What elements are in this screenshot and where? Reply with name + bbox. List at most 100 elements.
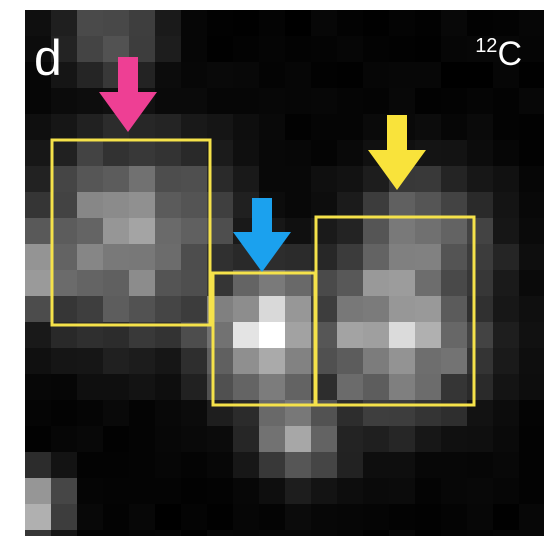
pixel [51,452,77,478]
pixel [519,426,544,452]
pixel [519,218,544,244]
pixel [285,88,311,114]
pixel [363,322,389,348]
pixel [389,478,415,504]
pixel [493,140,519,166]
pixel [493,426,519,452]
pixel [337,62,363,88]
pixel [519,140,544,166]
pixel [441,348,467,374]
pixel [493,348,519,374]
pixel [415,36,441,62]
pixel [389,36,415,62]
pixel [103,348,129,374]
pixel [25,296,51,322]
pixel [311,166,337,192]
isotope-element: C [497,35,522,73]
pixel [337,452,363,478]
pixel [415,452,441,478]
pixel [181,192,207,218]
pixel [493,296,519,322]
pixel [441,296,467,322]
pixel [181,400,207,426]
pixel [363,88,389,114]
pixel [207,114,233,140]
pixel [77,218,103,244]
pixel [103,530,129,536]
pixel [285,452,311,478]
pixel [155,400,181,426]
pixel [155,62,181,88]
pixel [233,348,259,374]
figure-panel: d 12C [0,0,544,536]
pixel [493,400,519,426]
pixel [77,374,103,400]
pixel [181,166,207,192]
pixel [103,426,129,452]
pixel [311,36,337,62]
isotope-mass: 12 [475,35,497,57]
pixel [493,192,519,218]
pixel [519,114,544,140]
pixel [441,140,467,166]
pixel [389,322,415,348]
pixel [103,192,129,218]
pixel [285,348,311,374]
pixel [77,478,103,504]
pixel [77,270,103,296]
pixel [363,36,389,62]
pixel [77,62,103,88]
pixel [259,530,285,536]
pixel [311,192,337,218]
pixel [467,166,493,192]
pixel [233,140,259,166]
pixel [51,114,77,140]
pixel [363,374,389,400]
pixel [415,374,441,400]
pixel [155,504,181,530]
pixel [519,452,544,478]
pixel [103,10,129,36]
pixel [285,296,311,322]
pixel [493,504,519,530]
pixel [441,166,467,192]
pixel [207,374,233,400]
pixel [181,374,207,400]
pixel [233,530,259,536]
pixel [103,374,129,400]
pixel [129,400,155,426]
pixel [77,426,103,452]
pixel [415,504,441,530]
pixel [415,218,441,244]
pixel [77,166,103,192]
pixel [233,426,259,452]
pixel [337,166,363,192]
pixel [363,244,389,270]
pixel [233,478,259,504]
pixel [441,36,467,62]
pixel [519,296,544,322]
pixel [285,478,311,504]
pixel [285,244,311,270]
pixel [441,504,467,530]
pixel [155,426,181,452]
pixel [441,62,467,88]
pixel [519,322,544,348]
pixel [363,114,389,140]
pixel [493,270,519,296]
pixel [155,218,181,244]
pixel [259,10,285,36]
pixel [441,426,467,452]
pixel [415,62,441,88]
pixel [259,62,285,88]
pixel [51,400,77,426]
pixel [25,270,51,296]
pixel [233,88,259,114]
pixel [337,322,363,348]
pixel [181,504,207,530]
pixel [493,530,519,536]
pixel [259,140,285,166]
pixel [155,88,181,114]
pixel [155,478,181,504]
pixel [337,296,363,322]
